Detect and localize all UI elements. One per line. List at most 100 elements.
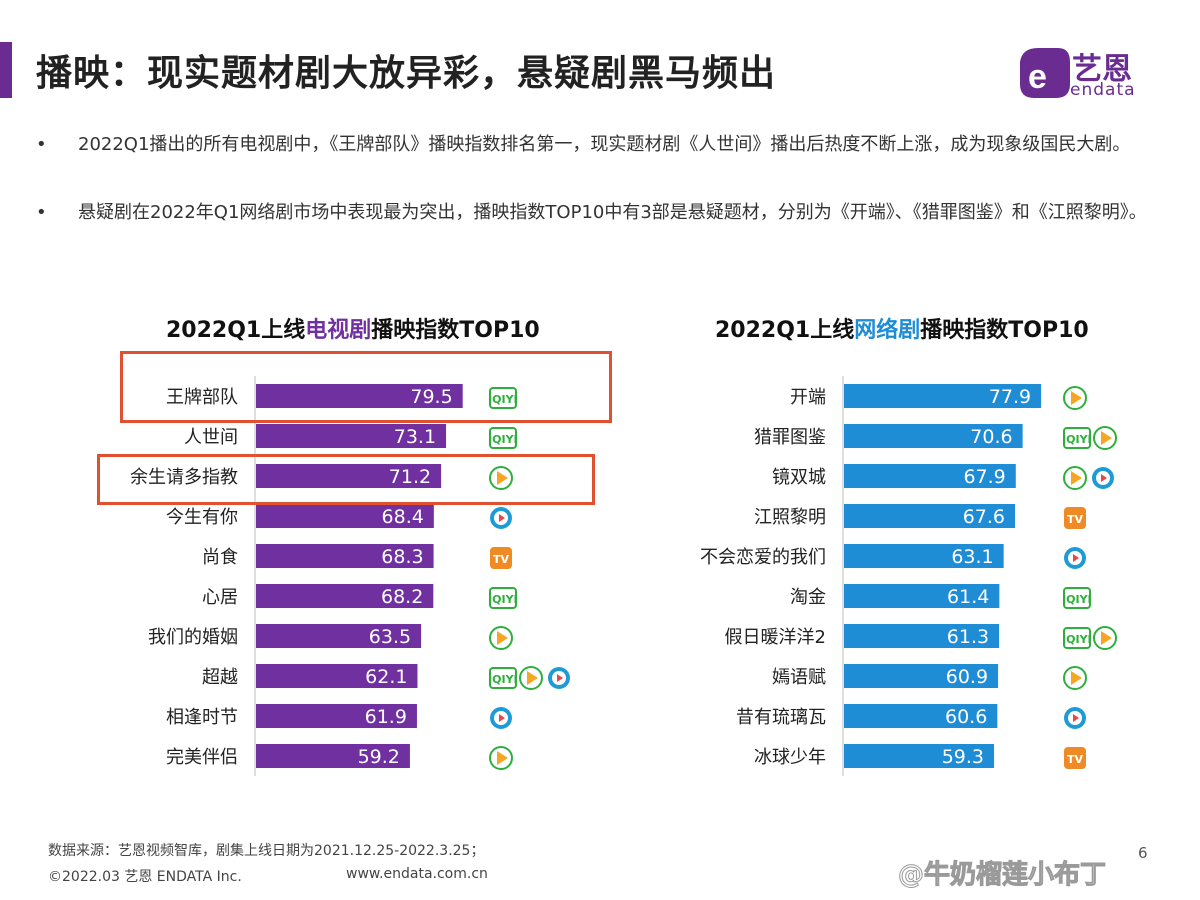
bar — [256, 744, 410, 768]
value-label: 77.9 — [989, 386, 1031, 408]
logo-sub-text: endata — [1070, 80, 1136, 100]
bar — [844, 544, 1004, 568]
bar — [844, 464, 1016, 488]
youku-play-shape — [1101, 474, 1107, 482]
category-label: 冰球少年 — [754, 747, 826, 768]
category-label: 不会恋爱的我们 — [700, 546, 826, 568]
category-label: 今生有你 — [166, 507, 238, 528]
category-label: 假日暖洋洋2 — [725, 627, 826, 648]
category-label: 完美伴侣 — [166, 747, 238, 768]
youku-play-shape — [1073, 714, 1079, 722]
value-label: 70.6 — [970, 426, 1012, 448]
bar — [256, 624, 422, 648]
youku-play-shape — [1073, 554, 1079, 562]
category-label: 淘金 — [790, 587, 826, 608]
iqiyi-icon-label: iQIYI — [488, 433, 517, 446]
mango-tv-icon — [1064, 507, 1086, 529]
iqiyi-icon — [1063, 627, 1091, 649]
value-label: 61.4 — [947, 586, 989, 608]
value-label: 63.1 — [951, 546, 993, 568]
highlight-box-yusheng — [97, 454, 595, 505]
category-label: 相逢时节 — [166, 707, 238, 728]
tencent-video-play-shape — [1071, 471, 1082, 485]
bullet-marker: • — [36, 134, 47, 155]
iqiyi-icon-label: iQIYI — [1062, 593, 1091, 606]
value-label: 59.3 — [942, 746, 984, 768]
weibo-watermark: @牛奶榴莲小布丁 — [897, 860, 1107, 891]
category-label: 开端 — [790, 387, 826, 408]
value-label: 61.9 — [365, 706, 407, 728]
category-label: 尚食 — [202, 547, 238, 568]
bar — [256, 504, 434, 528]
value-label: 67.6 — [963, 506, 1005, 528]
bar — [256, 704, 417, 728]
logo-brand-text: 艺恩 — [1072, 52, 1132, 87]
category-label: 心居 — [202, 587, 238, 608]
highlight-box-wangpai — [120, 351, 612, 423]
tencent-video-play-shape — [497, 471, 508, 485]
title-part-highlight: 网络剧 — [854, 318, 921, 343]
value-label: 79.5 — [410, 386, 452, 408]
bar — [844, 664, 999, 688]
bullet-text: 2022Q1播出的所有电视剧中，《王牌部队》播映指数排名第一，现实题材剧《人世间… — [78, 134, 1131, 155]
tencent-video-play-shape — [527, 671, 538, 685]
tencent-video-play-shape — [1101, 431, 1112, 445]
bullet-marker: • — [36, 202, 47, 223]
bar — [844, 384, 1042, 408]
tencent-video-play-shape — [497, 631, 508, 645]
category-label: 镜双城 — [772, 467, 826, 488]
category-label: 猎罪图鉴 — [754, 427, 826, 448]
title-part-suffix: 播映指数TOP10 — [920, 318, 1089, 343]
mango-tv-icon — [490, 547, 512, 569]
iqiyi-icon — [489, 587, 517, 609]
bar — [256, 424, 447, 448]
value-label: 60.9 — [946, 666, 988, 688]
mango-tv-icon-label: TV — [1067, 513, 1084, 526]
bar — [256, 464, 442, 488]
iqiyi-icon-label: iQIYI — [1062, 633, 1091, 646]
value-label: 68.4 — [382, 506, 424, 528]
iqiyi-icon-label: iQIYI — [488, 673, 517, 686]
svg-text:e: e — [1028, 58, 1047, 96]
category-label: 余生请多指教 — [130, 467, 238, 488]
category-label: 昔有琉璃瓦 — [736, 707, 826, 728]
page-title: 播映：现实题材剧大放异彩，悬疑剧黑马频出 — [36, 53, 777, 94]
iqiyi-icon — [489, 427, 517, 449]
bar — [844, 424, 1023, 448]
data-source-note: 数据来源：艺恩视频智库，剧集上线日期为2021.12.25-2022.3.25； — [48, 843, 485, 859]
youku-play-shape — [499, 714, 505, 722]
value-label: 60.6 — [945, 706, 987, 728]
category-label: 超越 — [202, 667, 238, 688]
value-label: 73.1 — [394, 426, 436, 448]
copyright: ©2022.03 艺恩 ENDATA Inc. — [48, 869, 242, 885]
web-chart-title: 2022Q1上线网络剧播映指数TOP10 — [715, 312, 1089, 344]
value-label: 67.9 — [963, 466, 1005, 488]
title-part-suffix: 播映指数TOP10 — [371, 318, 540, 343]
iqiyi-icon — [1063, 427, 1091, 449]
youku-play-shape — [499, 514, 505, 522]
tencent-video-play-shape — [1101, 631, 1112, 645]
bar — [256, 584, 434, 608]
tencent-video-play-shape — [497, 751, 508, 765]
value-label: 63.5 — [369, 626, 411, 648]
iqiyi-icon — [1063, 587, 1091, 609]
value-label: 61.3 — [947, 626, 989, 648]
bar — [844, 744, 995, 768]
iqiyi-icon — [489, 667, 517, 689]
bar — [844, 624, 1000, 648]
iqiyi-icon — [489, 387, 517, 409]
endata-logo-icon: e — [1020, 48, 1070, 98]
value-label: 68.3 — [381, 546, 423, 568]
title-part-prefix: 2022Q1上线 — [166, 318, 306, 343]
website-link[interactable]: www.endata.com.cn — [346, 866, 488, 882]
iqiyi-icon-label: iQIYI — [488, 593, 517, 606]
iqiyi-icon-label: iQIYI — [1062, 433, 1091, 446]
iqiyi-icon-label: iQIYI — [488, 393, 517, 406]
mango-tv-icon-label: TV — [493, 553, 510, 566]
tencent-video-play-shape — [1071, 671, 1082, 685]
category-label: 王牌部队 — [166, 387, 238, 408]
mango-tv-icon — [1064, 747, 1086, 769]
page-number: 6 — [1138, 844, 1148, 862]
value-label: 71.2 — [389, 466, 431, 488]
